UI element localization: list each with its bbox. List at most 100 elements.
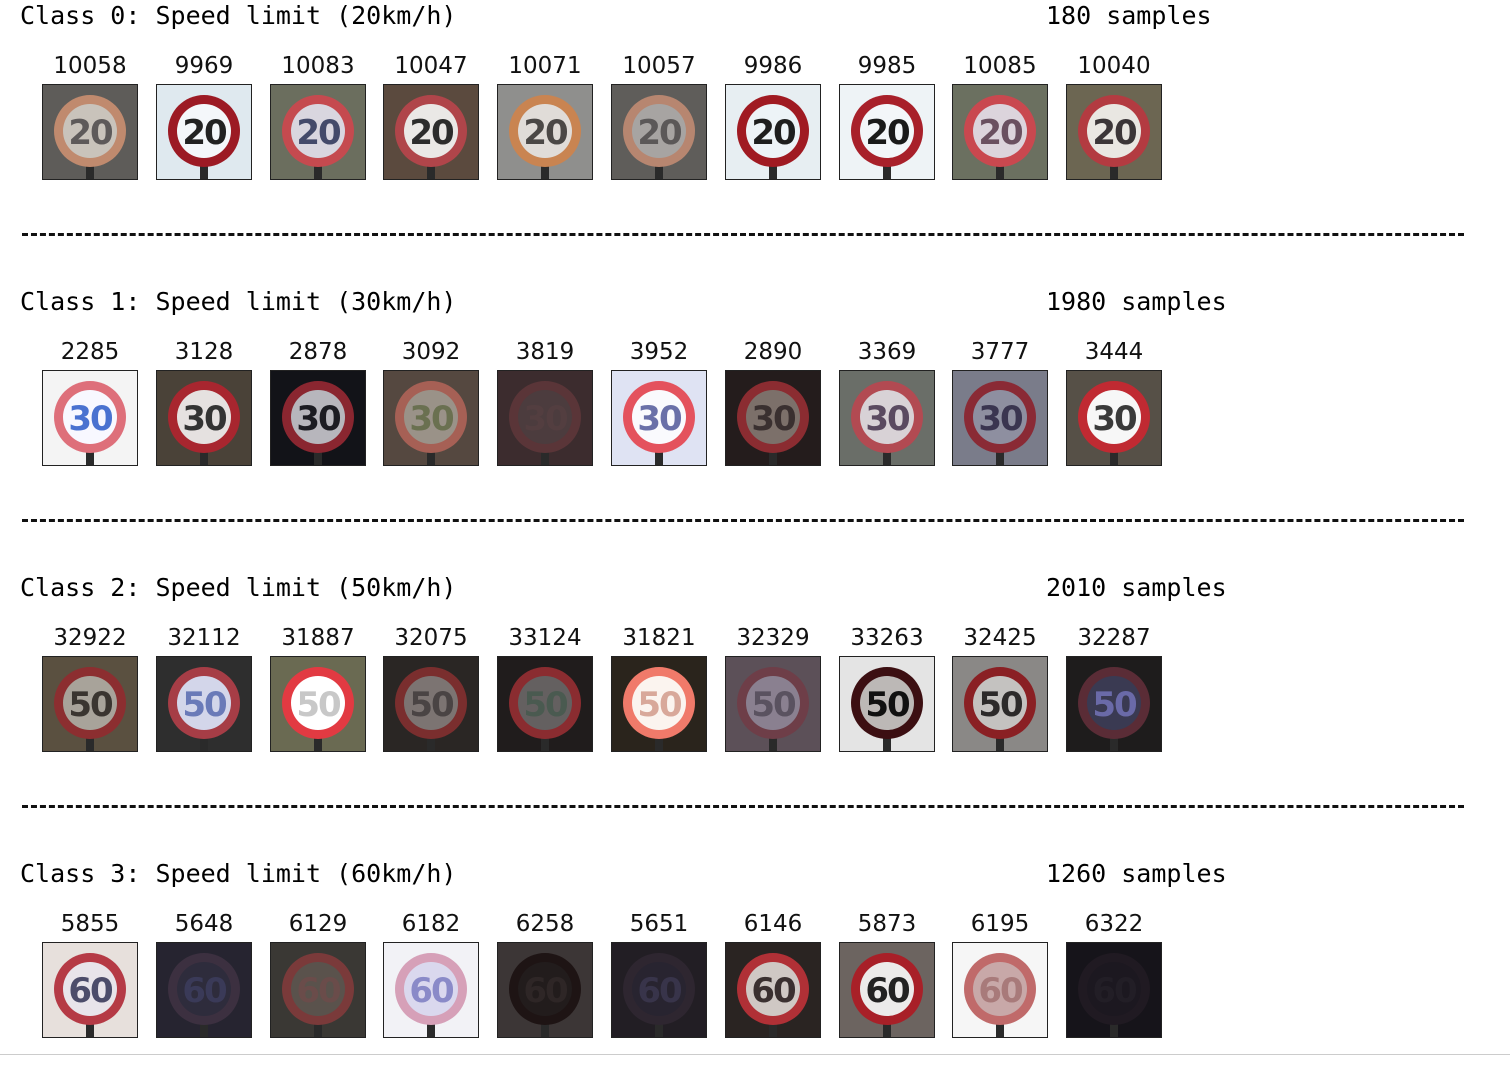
speed-sign-icon: 60 <box>271 943 365 1037</box>
sample-thumbnail: 10083 20 <box>270 50 366 180</box>
sample-thumbnail: 5651 60 <box>611 908 707 1038</box>
sample-index-label: 5855 <box>60 911 120 937</box>
sample-image: 60 <box>611 942 707 1038</box>
sample-index-label: 5651 <box>629 911 689 937</box>
class-sample-count: 1980 samples <box>1046 287 1227 316</box>
sample-image: 30 <box>42 370 138 466</box>
sample-thumbnail: 6146 60 <box>725 908 821 1038</box>
section-divider <box>22 519 1464 522</box>
sample-thumbnail: 32287 50 <box>1066 622 1162 752</box>
svg-text:50: 50 <box>523 685 568 725</box>
class-title: Class 0: Speed limit (20km/h) <box>20 1 457 30</box>
sample-index-label: 31821 <box>622 625 696 651</box>
sample-image: 30 <box>725 370 821 466</box>
svg-text:20: 20 <box>409 113 454 153</box>
svg-text:60: 60 <box>751 971 796 1011</box>
sample-index-label: 3444 <box>1084 339 1144 365</box>
sample-image: 30 <box>839 370 935 466</box>
section-divider <box>22 805 1464 808</box>
svg-text:20: 20 <box>523 113 568 153</box>
speed-sign-icon: 30 <box>953 371 1047 465</box>
sample-thumbnail: 32329 50 <box>725 622 821 752</box>
sample-index-label: 6195 <box>970 911 1030 937</box>
speed-sign-icon: 30 <box>271 371 365 465</box>
svg-text:50: 50 <box>296 685 341 725</box>
speed-sign-icon: 50 <box>384 657 478 751</box>
sample-index-label: 32287 <box>1077 625 1151 651</box>
sample-image: 50 <box>725 656 821 752</box>
sample-index-label: 2878 <box>288 339 348 365</box>
speed-sign-icon: 50 <box>498 657 592 751</box>
sample-index-label: 5648 <box>174 911 234 937</box>
speed-sign-icon: 20 <box>612 85 706 179</box>
svg-text:50: 50 <box>1092 685 1137 725</box>
speed-sign-icon: 30 <box>498 371 592 465</box>
sample-image: 50 <box>1066 656 1162 752</box>
sample-index-label: 32075 <box>394 625 468 651</box>
sample-thumbnail: 31821 50 <box>611 622 707 752</box>
sample-index-label: 10040 <box>1077 53 1151 79</box>
sample-thumbnail: 32922 50 <box>42 622 138 752</box>
sample-image: 20 <box>497 84 593 180</box>
speed-sign-icon: 60 <box>726 943 820 1037</box>
sample-image: 30 <box>1066 370 1162 466</box>
speed-sign-icon: 60 <box>612 943 706 1037</box>
sample-thumbnail-row: 10058 20 9969 20 10083 20 10047 20 10071 20 10057 2… <box>42 50 1172 190</box>
sample-index-label: 33124 <box>508 625 582 651</box>
speed-sign-icon: 30 <box>384 371 478 465</box>
sample-thumbnail: 5873 60 <box>839 908 935 1038</box>
svg-text:60: 60 <box>637 971 682 1011</box>
svg-text:30: 30 <box>523 399 568 439</box>
sample-image: 60 <box>1066 942 1162 1038</box>
sample-index-label: 3128 <box>174 339 234 365</box>
svg-text:20: 20 <box>296 113 341 153</box>
sample-thumbnail: 2285 30 <box>42 336 138 466</box>
sample-image: 20 <box>383 84 479 180</box>
sample-thumbnail: 32075 50 <box>383 622 479 752</box>
sample-thumbnail: 6129 60 <box>270 908 366 1038</box>
sample-index-label: 3092 <box>401 339 461 365</box>
sample-thumbnail: 6195 60 <box>952 908 1048 1038</box>
sample-thumbnail-row: 5855 60 5648 60 6129 60 6182 60 6258 60 5651 60 6146… <box>42 908 1172 1048</box>
sample-thumbnail: 3092 30 <box>383 336 479 466</box>
sample-thumbnail: 10057 20 <box>611 50 707 180</box>
sample-image: 20 <box>156 84 252 180</box>
sample-image: 60 <box>270 942 366 1038</box>
sample-thumbnail: 32112 50 <box>156 622 252 752</box>
speed-sign-icon: 60 <box>953 943 1047 1037</box>
sample-image: 60 <box>497 942 593 1038</box>
speed-sign-icon: 50 <box>43 657 137 751</box>
sample-image: 20 <box>611 84 707 180</box>
class-section: Class 3: Speed limit (60km/h) 1260 sample… <box>0 858 1510 1078</box>
sample-index-label: 5873 <box>857 911 917 937</box>
svg-text:20: 20 <box>68 113 113 153</box>
sample-image: 20 <box>42 84 138 180</box>
sample-index-label: 2890 <box>743 339 803 365</box>
class-sample-count: 180 samples <box>1046 1 1212 30</box>
sample-index-label: 32922 <box>53 625 127 651</box>
sample-thumbnail: 10071 20 <box>497 50 593 180</box>
svg-text:50: 50 <box>409 685 454 725</box>
svg-text:50: 50 <box>637 685 682 725</box>
sample-index-label: 2285 <box>60 339 120 365</box>
sample-thumbnail: 33263 50 <box>839 622 935 752</box>
speed-sign-icon: 30 <box>157 371 251 465</box>
sample-index-label: 6129 <box>288 911 348 937</box>
sample-index-label: 3819 <box>515 339 575 365</box>
svg-text:30: 30 <box>296 399 341 439</box>
sample-thumbnail: 3819 30 <box>497 336 593 466</box>
sample-image: 50 <box>952 656 1048 752</box>
svg-text:60: 60 <box>1092 971 1137 1011</box>
sample-index-label: 9985 <box>857 53 917 79</box>
sample-image: 30 <box>611 370 707 466</box>
sample-image: 20 <box>725 84 821 180</box>
sample-thumbnail: 3369 30 <box>839 336 935 466</box>
sample-thumbnail: 9985 20 <box>839 50 935 180</box>
svg-text:20: 20 <box>978 113 1023 153</box>
sample-image: 60 <box>952 942 1048 1038</box>
sample-thumbnail: 3952 30 <box>611 336 707 466</box>
class-sample-count: 2010 samples <box>1046 573 1227 602</box>
sample-index-label: 10058 <box>53 53 127 79</box>
sample-index-label: 10047 <box>394 53 468 79</box>
sample-index-label: 3369 <box>857 339 917 365</box>
